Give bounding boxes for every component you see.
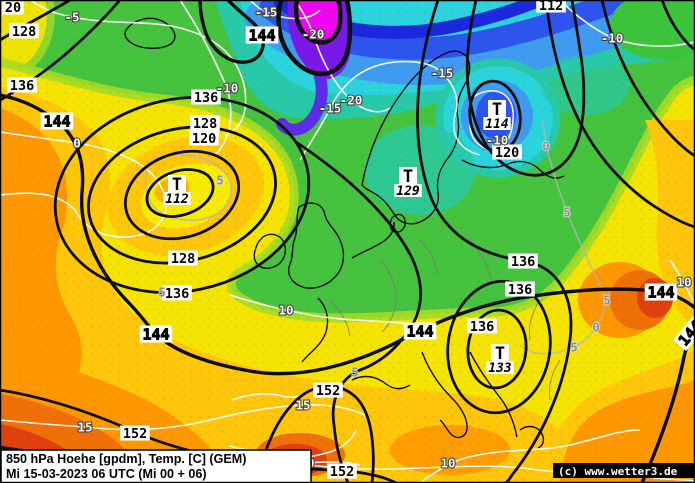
temperature-contour-label: -15 — [255, 4, 278, 19]
svg-text:128: 128 — [171, 251, 195, 267]
svg-text:144: 144 — [43, 112, 70, 130]
temperature-contour-label: 5 — [216, 172, 224, 187]
temperature-contour-label: 0 — [592, 319, 600, 334]
height-contour-label: 136 — [505, 281, 535, 298]
info-line-parameters: 850 hPa Hoehe [gpdm], Temp. [C] (GEM) — [6, 452, 246, 466]
info-line-datetime: Mi 15-03-2023 06 UTC (Mi 00 + 06) — [6, 467, 207, 481]
temperature-contour-label: 10 — [676, 274, 691, 289]
svg-text:136: 136 — [508, 282, 532, 298]
height-contour-label: 20 — [2, 0, 24, 16]
temperature-contour-label: -10 — [601, 30, 624, 45]
temperature-contour-label: 0 — [542, 138, 550, 153]
temperature-contour-label: 10 — [278, 302, 293, 317]
svg-text:136: 136 — [10, 78, 34, 94]
svg-text:152: 152 — [123, 426, 147, 442]
temperature-contour-label: 5 — [158, 284, 166, 299]
temperature-contour-label: -15 — [319, 100, 342, 115]
height-contour-label: 144 — [40, 112, 74, 131]
svg-text:112: 112 — [165, 192, 189, 207]
coastlines-layer — [124, 17, 565, 449]
temperature-contour-label: -20 — [340, 92, 363, 107]
height-contour-label: 112 — [536, 0, 566, 14]
height-contour-label: 128 — [9, 23, 39, 40]
height-contour-label: 120 — [189, 130, 219, 147]
temperature-contour-label: 15 — [77, 419, 92, 434]
height-contour-label: 152 — [327, 463, 357, 480]
info-box: 850 hPa Hoehe [gpdm], Temp. [C] (GEM) Mi… — [0, 449, 312, 483]
svg-text:136: 136 — [511, 254, 535, 270]
height-contour-label: 128 — [168, 250, 198, 267]
height-contour-label: 144 — [644, 283, 678, 302]
height-contour-label: 144 — [403, 322, 437, 341]
svg-text:136: 136 — [470, 319, 494, 335]
height-contour-label: 120 — [492, 144, 522, 161]
height-contour-label: 136 — [191, 89, 221, 106]
svg-text:136: 136 — [194, 90, 218, 106]
height-contour-label: 144 — [245, 26, 279, 45]
svg-text:120: 120 — [495, 145, 519, 161]
temperature-contour-label: -10 — [486, 132, 509, 147]
temperature-contour-label: -10 — [216, 80, 239, 95]
svg-text:129: 129 — [396, 184, 420, 199]
svg-text:128: 128 — [12, 24, 36, 40]
temperature-contour-label: 5 — [603, 292, 611, 307]
svg-text:T: T — [172, 175, 182, 195]
svg-text:T: T — [403, 167, 413, 187]
svg-text:144: 144 — [647, 283, 674, 301]
temperature-contour-label: -20 — [302, 26, 325, 41]
svg-text:128: 128 — [193, 116, 217, 132]
temperature-contour-label: -5 — [64, 9, 79, 24]
svg-text:133: 133 — [488, 361, 512, 376]
svg-text:112: 112 — [539, 0, 563, 14]
svg-text:20: 20 — [5, 0, 21, 16]
svg-text:144: 144 — [248, 26, 275, 44]
copyright-strip: (c) www.wetter3.de — [553, 463, 695, 478]
svg-text:136: 136 — [165, 286, 189, 302]
height-contour-label: 136 — [7, 77, 37, 94]
temperature-contour-label: 15 — [295, 397, 310, 412]
svg-text:T: T — [492, 100, 502, 120]
temperature-contour-label: 0 — [73, 135, 81, 150]
height-contour-label: 152 — [120, 425, 150, 442]
height-contour-label: 128 — [190, 115, 220, 132]
temperature-contour-label: 5 — [570, 339, 578, 354]
svg-text:120: 120 — [192, 131, 216, 147]
svg-text:144: 144 — [406, 322, 433, 340]
svg-text:144: 144 — [142, 325, 169, 343]
height-contour-label: 136 — [508, 253, 538, 270]
svg-text:152: 152 — [330, 464, 354, 480]
height-contour-label: 144 — [139, 325, 173, 344]
temperature-contour-label: -15 — [431, 65, 454, 80]
height-contour-label: 136 — [162, 285, 192, 302]
height-contour-label: 136 — [467, 318, 497, 335]
svg-text:152: 152 — [316, 383, 340, 399]
copyright-text: (c) www.wetter3.de — [558, 465, 678, 478]
svg-text:114: 114 — [485, 117, 509, 132]
height-contour-label: 152 — [313, 382, 343, 399]
svg-text:T: T — [495, 344, 505, 364]
temperature-contour-label: 5 — [351, 364, 359, 379]
temperature-contour-label: 10 — [440, 455, 455, 470]
temperature-contour-label: 5 — [563, 204, 571, 219]
